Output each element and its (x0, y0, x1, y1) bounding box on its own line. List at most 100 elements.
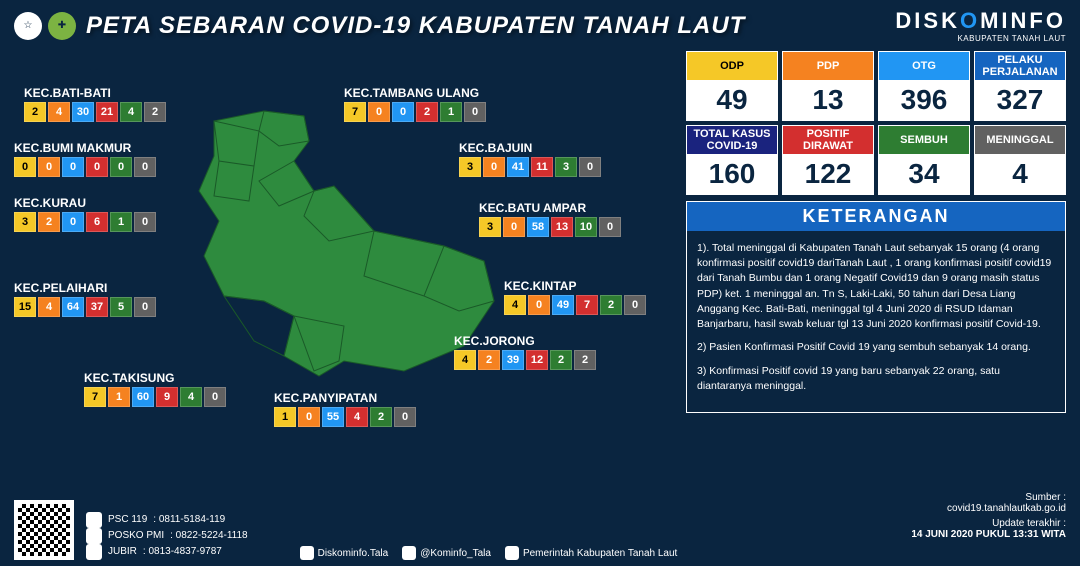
district-5: KEC.PANYIPATAN1055420 (274, 391, 416, 427)
value-box: 21 (96, 102, 118, 122)
value-box: 10 (575, 217, 597, 237)
district-1: KEC.BUMI MAKMUR000000 (14, 141, 156, 177)
stats-panel: ODP49PDP13OTG396PELAKU PERJALANAN327 TOTA… (686, 51, 1066, 413)
header: ☆ ✚ PETA SEBARAN COVID-19 KABUPATEN TANA… (0, 0, 1080, 51)
district-name: KEC.BATU AMPAR (479, 201, 621, 215)
contact-row: POSKO PMI: 0822-5224-1118 (86, 528, 248, 544)
value-box: 4 (504, 295, 526, 315)
district-name: KEC.PANYIPATAN (274, 391, 416, 405)
social-item: Diskominfo.Tala (300, 546, 389, 560)
value-box: 1 (108, 387, 130, 407)
value-box: 0 (624, 295, 646, 315)
stat-label: MENINGGAL (975, 126, 1065, 154)
value-box: 0 (392, 102, 414, 122)
value-box: 3 (479, 217, 501, 237)
value-box: 0 (464, 102, 486, 122)
district-name: KEC.KINTAP (504, 279, 646, 293)
social-item: @Kominfo_Tala (402, 546, 491, 560)
stat-card: OTG396 (878, 51, 970, 121)
value-box: 2 (38, 212, 60, 232)
district-0: KEC.BATI-BATI24302142 (24, 86, 166, 122)
page-title: PETA SEBARAN COVID-19 KABUPATEN TANAH LA… (86, 12, 885, 40)
contact-row: PSC 119: 0811-5184-119 (86, 512, 248, 528)
stat-value: 327 (975, 80, 1065, 120)
value-box: 0 (204, 387, 226, 407)
stat-value: 49 (687, 80, 777, 120)
social-icon (300, 546, 314, 560)
value-box: 6 (86, 212, 108, 232)
logos: ☆ ✚ (14, 12, 76, 40)
value-box: 55 (322, 407, 344, 427)
value-box: 4 (38, 297, 60, 317)
value-box: 0 (134, 297, 156, 317)
value-box: 4 (48, 102, 70, 122)
stat-label: SEMBUH (879, 126, 969, 154)
value-box: 2 (24, 102, 46, 122)
value-box: 1 (274, 407, 296, 427)
stat-value: 396 (879, 80, 969, 120)
value-box: 0 (110, 157, 132, 177)
value-box: 2 (144, 102, 166, 122)
social-item: Pemerintah Kabupaten Tanah Laut (505, 546, 677, 560)
stats-grid: ODP49PDP13OTG396PELAKU PERJALANAN327 TOTA… (686, 51, 1066, 195)
value-box: 0 (62, 157, 84, 177)
district-values: 30411130 (459, 157, 601, 177)
value-box: 0 (599, 217, 621, 237)
stat-label: TOTAL KASUS COVID-19 (687, 126, 777, 154)
stat-card: MENINGGAL4 (974, 125, 1066, 195)
stat-label: POSITIF DIRAWAT (783, 126, 873, 154)
value-box: 4 (454, 350, 476, 370)
value-box: 2 (550, 350, 572, 370)
value-box: 1 (440, 102, 462, 122)
value-box: 11 (531, 157, 553, 177)
stat-label: ODP (687, 52, 777, 80)
stat-card: PDP13 (782, 51, 874, 121)
social-icon (402, 546, 416, 560)
stat-label: OTG (879, 52, 969, 80)
stat-label: PELAKU PERJALANAN (975, 52, 1065, 80)
value-box: 13 (551, 217, 573, 237)
map (164, 101, 504, 391)
notes-panel: KETERANGAN 1). Total meninggal di Kabupa… (686, 201, 1066, 413)
stat-card: SEMBUH34 (878, 125, 970, 195)
district-values: 154643750 (14, 297, 156, 317)
value-box: 4 (346, 407, 368, 427)
value-box: 5 (110, 297, 132, 317)
source-info: Sumber :covid19.tanahlautkab.go.id Updat… (260, 492, 1066, 560)
district-name: KEC.TAMBANG ULANG (344, 86, 486, 100)
value-box: 0 (483, 157, 505, 177)
stat-value: 160 (687, 154, 777, 194)
value-box: 4 (180, 387, 202, 407)
district-8: KEC.BATU AMPAR305813100 (479, 201, 621, 237)
map-svg (164, 101, 504, 391)
contacts: PSC 119: 0811-5184-119POSKO PMI: 0822-52… (86, 512, 248, 560)
logo-health: ✚ (48, 12, 76, 40)
stat-value: 34 (879, 154, 969, 194)
footer: PSC 119: 0811-5184-119POSKO PMI: 0822-52… (14, 492, 1066, 560)
value-box: 7 (576, 295, 598, 315)
value-box: 2 (416, 102, 438, 122)
district-values: 7160940 (84, 387, 226, 407)
district-3: KEC.PELAIHARI154643750 (14, 281, 156, 317)
value-box: 0 (14, 157, 36, 177)
contact-row: JUBIR: 0813-4837-9787 (86, 544, 248, 560)
note-item: 1). Total meninggal di Kabupaten Tanah L… (697, 241, 1055, 332)
stat-card: TOTAL KASUS COVID-19160 (686, 125, 778, 195)
district-name: KEC.BATI-BATI (24, 86, 166, 100)
district-values: 305813100 (479, 217, 621, 237)
stat-value: 122 (783, 154, 873, 194)
district-values: 700210 (344, 102, 486, 122)
value-box: 0 (579, 157, 601, 177)
contact-icon (86, 512, 102, 528)
logo-regency: ☆ (14, 12, 42, 40)
district-7: KEC.BAJUIN30411130 (459, 141, 601, 177)
value-box: 39 (502, 350, 524, 370)
contact-icon (86, 544, 102, 560)
value-box: 2 (370, 407, 392, 427)
district-values: 4049720 (504, 295, 646, 315)
note-item: 2) Pasien Konfirmasi Positif Covid 19 ya… (697, 340, 1055, 355)
district-values: 24302142 (24, 102, 166, 122)
district-9: KEC.KINTAP4049720 (504, 279, 646, 315)
value-box: 3 (459, 157, 481, 177)
district-values: 000000 (14, 157, 156, 177)
